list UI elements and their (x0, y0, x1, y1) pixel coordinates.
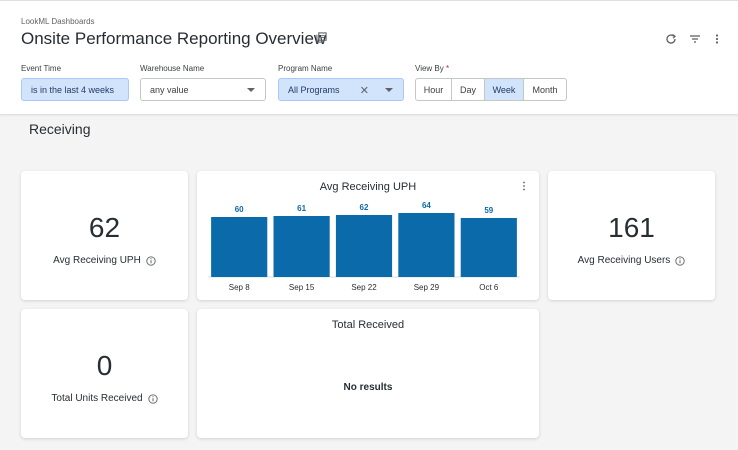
event-time-filter[interactable]: is in the last 4 weeks (21, 78, 129, 101)
view-by-label: View By * (415, 64, 449, 73)
bar-chart: 60 Sep 8 61 Sep 15 62 Sep 22 64 Sep 29 59 Oct 6 (208, 201, 520, 292)
bar[interactable] (335, 215, 393, 277)
view-by-month[interactable]: Month (532, 84, 558, 95)
chart-title: Avg Receiving UPH (319, 181, 417, 193)
kpi-tile-avg-uph[interactable]: 62 Avg Receiving UPH (21, 171, 188, 300)
dashboard-header: LookML Dashboards Onsite Performance Rep… (0, 0, 738, 114)
tile-title: Total Received (331, 319, 405, 331)
refresh-icon[interactable] (665, 33, 677, 45)
kpi-tile-avg-users[interactable]: 161 Avg Receiving Users (548, 171, 715, 300)
view-by-hour[interactable]: Hour (416, 79, 452, 100)
copy-icon[interactable] (316, 32, 327, 43)
kpi-value: 161 (608, 212, 655, 243)
kpi-value: 0 (96, 350, 113, 381)
clear-icon[interactable]: ✕ (359, 85, 369, 97)
view-by-toggle: Hour Day Week Month (415, 78, 567, 101)
warehouse-filter[interactable]: any value (140, 78, 266, 101)
kpi-label-text: Avg Receiving Users (577, 255, 671, 266)
x-tick-label: Sep 15 (289, 283, 315, 292)
bar[interactable] (460, 218, 517, 277)
tile-total-received[interactable]: Total Received No results (197, 309, 539, 438)
bar[interactable] (273, 216, 330, 277)
x-tick-label: Sep 29 (414, 283, 440, 292)
data-label: 61 (297, 204, 306, 213)
more-vert-icon[interactable] (711, 33, 723, 45)
kpi-label-text: Total Units Received (51, 393, 143, 404)
data-label: 64 (422, 201, 431, 210)
more-vert-icon[interactable] (521, 181, 527, 191)
view-by-day[interactable]: Day (452, 79, 485, 100)
view-by-week[interactable]: Week (485, 79, 524, 100)
x-tick-label: Sep 22 (351, 283, 377, 292)
filter-icon[interactable] (689, 33, 701, 45)
warehouse-label: Warehouse Name (140, 64, 205, 73)
bar[interactable] (398, 213, 455, 277)
event-time-label: Event Time (21, 64, 62, 73)
bar[interactable] (211, 217, 268, 277)
chevron-down-icon (247, 88, 255, 92)
chevron-down-icon (385, 88, 393, 92)
x-tick-label: Sep 8 (229, 283, 250, 292)
info-icon[interactable] (146, 255, 156, 266)
empty-state: No results (343, 382, 393, 393)
kpi-label: Avg Receiving Users (548, 255, 715, 266)
page-title: Onsite Performance Reporting Overview (21, 29, 327, 48)
data-label: 62 (360, 203, 369, 212)
program-filter[interactable]: All Programs ✕ (278, 78, 404, 101)
kpi-value: 62 (88, 212, 121, 243)
required-marker: * (446, 64, 450, 73)
x-tick-label: Oct 6 (479, 283, 499, 292)
info-icon[interactable] (147, 393, 158, 404)
view-by-label-text: View By (415, 64, 444, 73)
warehouse-value: any value (150, 84, 189, 95)
chart-tile-avg-uph[interactable]: Avg Receiving UPH 60 Sep 8 61 Sep 15 62 Sep 2… (197, 171, 539, 300)
data-label: 59 (484, 206, 493, 215)
event-time-value: is in the last 4 weeks (31, 84, 115, 95)
program-value: All Programs (288, 84, 340, 95)
data-label: 60 (235, 205, 244, 214)
section-title: Receiving (29, 121, 91, 137)
program-label: Program Name (278, 64, 333, 73)
kpi-tile-units[interactable]: 0 Total Units Received (21, 309, 188, 438)
kpi-label: Avg Receiving UPH (21, 255, 188, 266)
breadcrumb[interactable]: LookML Dashboards (21, 17, 95, 26)
kpi-label: Total Units Received (21, 393, 188, 404)
info-icon[interactable] (675, 255, 685, 266)
kpi-label-text: Avg Receiving UPH (53, 255, 141, 266)
